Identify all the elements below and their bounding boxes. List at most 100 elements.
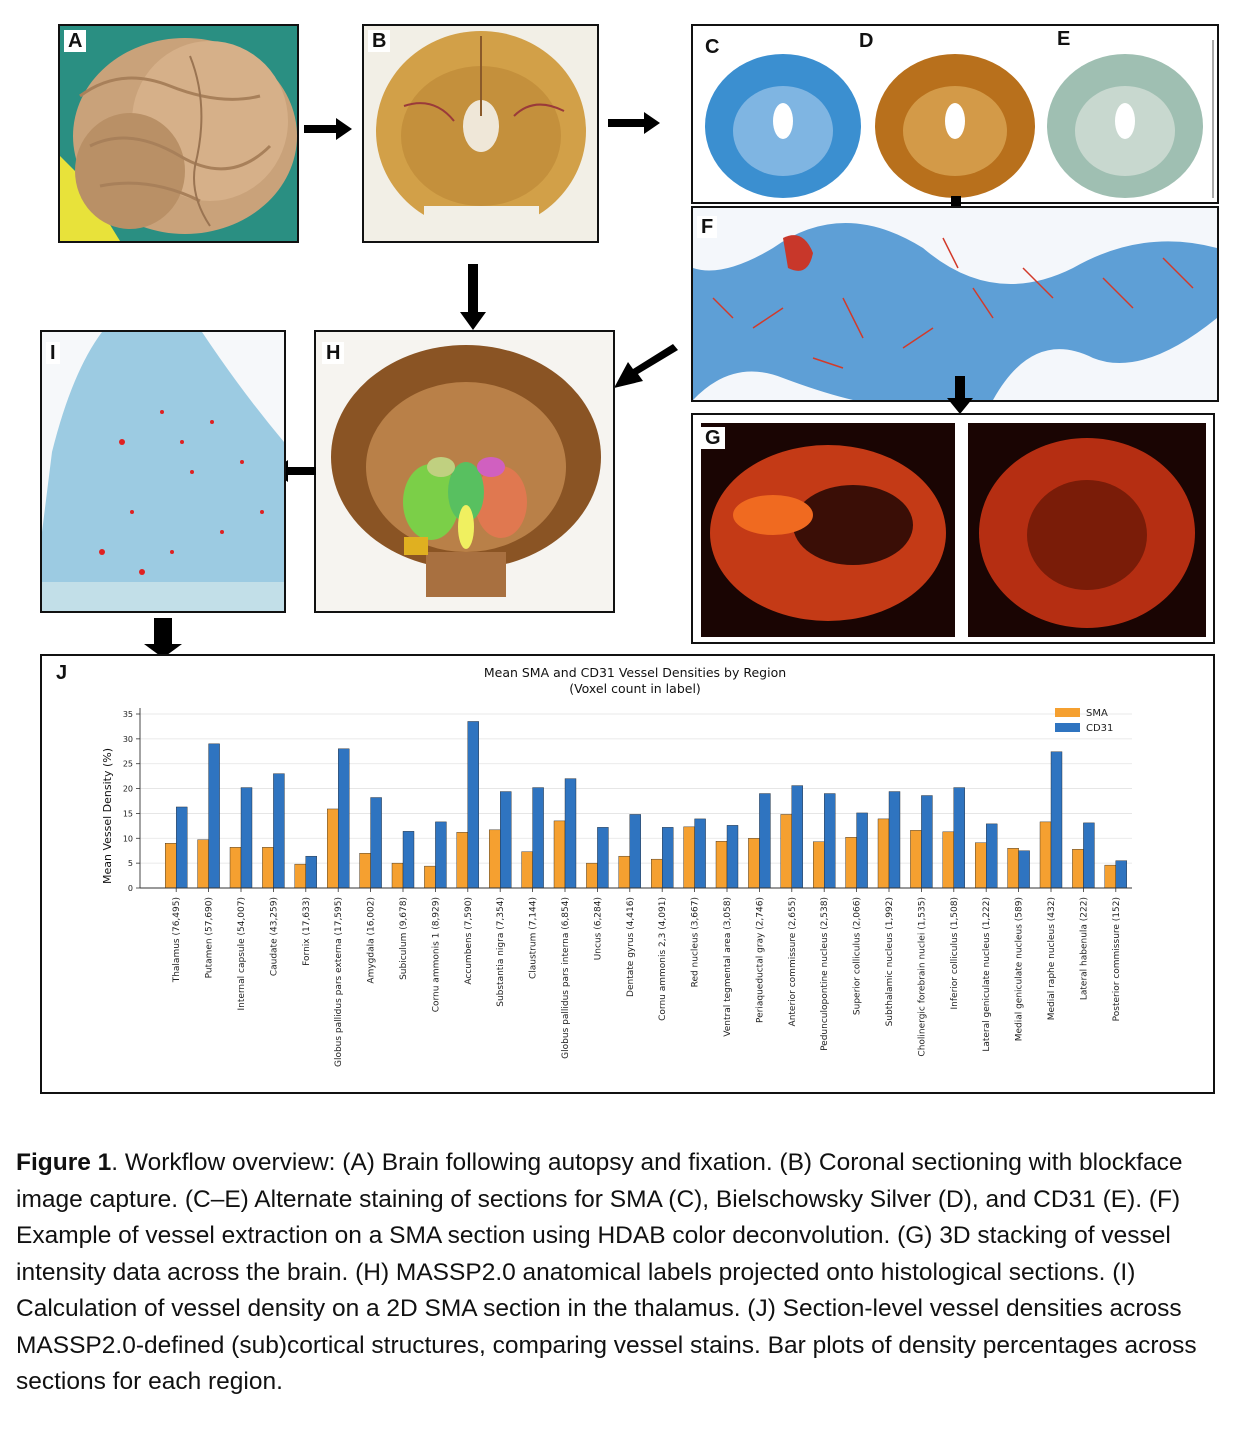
- x-tick-label: Anterior commissure (2,655): [788, 897, 798, 1026]
- bar-sma: [197, 839, 209, 889]
- panel-label-g: G: [701, 427, 725, 449]
- x-tick-label: Cholinergic forebrain nuclei (1,535): [917, 897, 927, 1057]
- chart-subtitle: (Voxel count in label): [569, 681, 701, 696]
- massp-labels-image: [316, 332, 613, 611]
- bar-cd31: [921, 795, 933, 889]
- bar-cd31: [500, 791, 512, 889]
- bar-cd31: [240, 787, 253, 889]
- panel-f: F: [691, 206, 1219, 402]
- blockface-image: [364, 26, 597, 241]
- arrow-down-icon: [144, 618, 182, 658]
- y-tick-label: 30: [123, 735, 133, 744]
- bar-cd31: [629, 814, 641, 889]
- chart-legend: SMA CD31: [1055, 708, 1113, 734]
- caption-label: Figure 1: [16, 1149, 112, 1176]
- bar-sma: [975, 842, 987, 889]
- x-tick-label: Cornu ammonis 1 (8,929): [431, 897, 441, 1012]
- bar-cd31: [791, 785, 803, 889]
- panel-a: A: [58, 24, 299, 243]
- bar-cd31: [694, 818, 706, 889]
- bar-cd31: [370, 797, 382, 889]
- bar-cd31: [1050, 751, 1063, 889]
- bar-sma: [618, 855, 630, 889]
- bar-sma: [424, 865, 436, 889]
- brain-photo: [60, 26, 297, 241]
- panel-h: H: [314, 330, 615, 613]
- panel-cde: C D E: [691, 24, 1219, 204]
- bar-sma: [262, 847, 274, 889]
- bar-sma: [489, 829, 501, 889]
- bar-sma: [813, 841, 825, 889]
- y-tick-label: 0: [128, 884, 133, 893]
- bar-sma: [586, 862, 598, 889]
- panel-label-c: C: [701, 36, 724, 58]
- bar-sma: [715, 841, 728, 889]
- x-tick-label: Accumbens (7,590): [464, 897, 474, 985]
- bar-sma: [1007, 848, 1019, 889]
- x-tick-label: Medial raphe nucleus (432): [1047, 897, 1057, 1020]
- y-tick-label: 35: [123, 710, 133, 719]
- bar-sma: [1104, 864, 1117, 889]
- legend-label-sma: SMA: [1086, 708, 1108, 719]
- x-tick-label: Ventral tegmental area (3,058): [723, 897, 733, 1037]
- bar-cd31: [888, 791, 901, 889]
- bar-cd31: [467, 721, 479, 889]
- vessel-density-chart: Mean SMA and CD31 Vessel Densities by Re…: [101, 665, 1132, 1067]
- stained-sections: [705, 40, 1214, 198]
- panel-label-d: D: [855, 30, 878, 52]
- panel-label-a: A: [64, 30, 87, 52]
- bar-sma: [942, 831, 954, 889]
- bar-cd31: [824, 793, 836, 889]
- y-tick-label: 15: [123, 809, 133, 818]
- x-tick-label: Inferior colliculus (1,508): [950, 897, 960, 1009]
- bar-sma: [164, 843, 177, 889]
- panel-b: B: [362, 24, 599, 243]
- x-tick-label: Amygdala (16,002): [367, 897, 377, 984]
- bar-cd31: [273, 773, 285, 889]
- x-tick-label: Subiculum (9,678): [399, 897, 409, 980]
- panel-i: I: [40, 330, 286, 613]
- bar-sma: [780, 814, 792, 889]
- y-tick-label: 10: [123, 834, 133, 843]
- bar-cd31: [662, 827, 674, 889]
- vessel-extraction-image: [693, 208, 1217, 400]
- bar-cd31: [532, 787, 544, 889]
- x-tick-label: Caudate (43,259): [269, 897, 279, 976]
- legend-label-cd31: CD31: [1086, 723, 1113, 734]
- bar-sma: [521, 851, 533, 889]
- chart-title: Mean SMA and CD31 Vessel Densities by Re…: [484, 665, 786, 680]
- bar-cd31: [1083, 822, 1095, 889]
- arrow-right-icon: [304, 118, 352, 140]
- bar-cd31: [564, 778, 577, 889]
- panel-g: G: [691, 413, 1215, 644]
- bar-cd31: [338, 748, 350, 889]
- x-tick-label: Subthalamic nucleus (1,992): [885, 897, 895, 1026]
- bar-sma: [553, 820, 566, 889]
- bar-sma: [910, 830, 922, 889]
- arrow-down-left-icon: [614, 344, 678, 388]
- bar-cd31: [435, 821, 447, 889]
- figure-caption: Figure 1. Workflow overview: (A) Brain f…: [16, 1145, 1226, 1401]
- arrow-down-icon: [460, 264, 486, 330]
- bar-sma: [327, 808, 339, 889]
- x-tick-label: Posterior commissure (152): [1112, 897, 1122, 1021]
- x-tick-label: Red nucleus (3,667): [691, 897, 701, 987]
- panel-label-i: I: [46, 342, 60, 364]
- bar-cd31: [305, 855, 317, 889]
- bar-cd31: [726, 825, 739, 889]
- bar-cd31: [175, 806, 188, 889]
- panel-label-h: H: [322, 342, 345, 364]
- caption-text: . Workflow overview: (A) Brain following…: [16, 1149, 1197, 1395]
- x-tick-label: Medial geniculate nucleus (589): [1015, 897, 1025, 1041]
- bar-sma: [391, 862, 404, 889]
- bar-sma: [456, 832, 468, 889]
- bar-cd31: [1115, 860, 1128, 889]
- x-tick-label: Internal capsule (54,007): [237, 897, 247, 1011]
- bar-cd31: [402, 831, 415, 889]
- bar-cd31: [986, 823, 998, 889]
- x-tick-label: Putamen (57,690): [205, 897, 215, 978]
- bar-sma: [845, 837, 857, 889]
- bar-sma: [229, 847, 242, 889]
- bar-cd31: [759, 793, 771, 889]
- x-tick-label: Pedunculopontine nucleus (2,538): [820, 897, 830, 1051]
